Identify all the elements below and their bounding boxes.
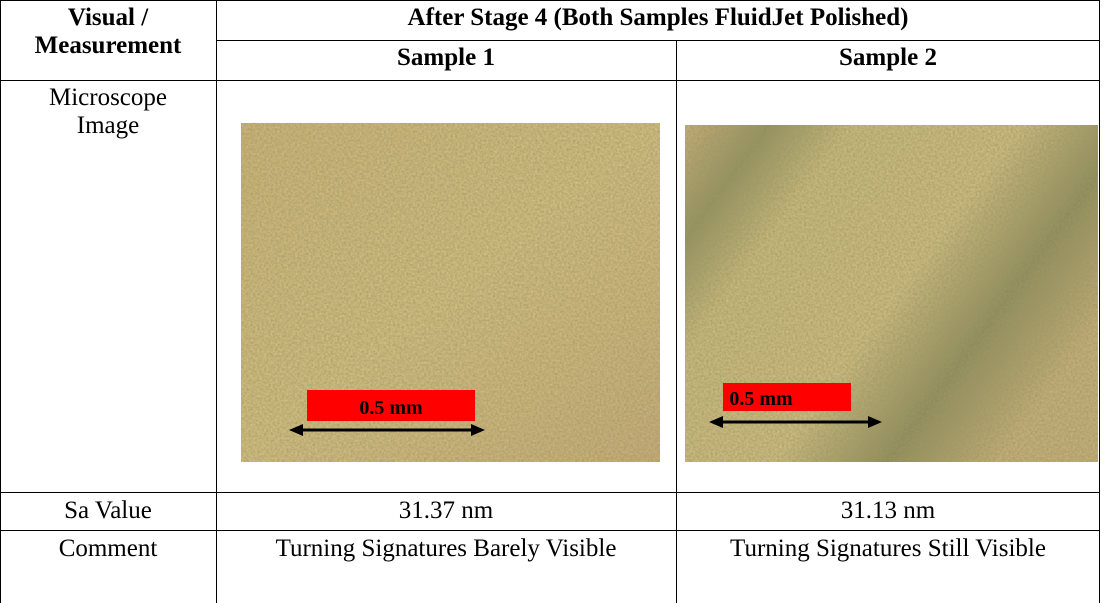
column-header: Sample 1 (397, 44, 495, 71)
corner-header: Visual / Measurement (0, 4, 216, 60)
arrow-head (289, 424, 303, 436)
border (0, 0, 1100, 1)
arrow-head (709, 416, 723, 428)
row-label: Microscope Image (0, 84, 216, 140)
scale-bar-label: 0.5 mm (359, 397, 423, 419)
border (216, 40, 1100, 41)
border (0, 0, 1, 603)
row-label-line: Microscope (48, 84, 168, 111)
scale-bar-label-bg (723, 383, 851, 411)
border (216, 0, 217, 603)
scale-bar-label-bg (307, 390, 475, 421)
arrow-head (868, 416, 882, 428)
border (1099, 0, 1100, 603)
cell-value: 31.37 nm (398, 497, 494, 524)
cell-value: Turning Signatures Barely Visible (275, 535, 617, 562)
border (0, 80, 1100, 81)
border (676, 40, 677, 603)
cell-value: Turning Signatures Still Visible (730, 535, 1046, 562)
arrow-head (471, 424, 485, 436)
header-text: Visual / (67, 4, 149, 31)
scale-bar-label: 0.5 mm (729, 388, 793, 410)
microscope-image (685, 125, 1098, 462)
row-label: Sa Value (64, 497, 152, 524)
row-label-line: Image (76, 112, 140, 139)
cell-value: 31.13 nm (840, 497, 936, 524)
column-header: Sample 2 (839, 44, 937, 71)
group-header: After Stage 4 (Both Samples FluidJet Pol… (407, 4, 909, 31)
header-text: Measurement (34, 32, 182, 59)
border (0, 530, 1100, 531)
row-label: Comment (58, 535, 158, 562)
border (0, 492, 1100, 493)
